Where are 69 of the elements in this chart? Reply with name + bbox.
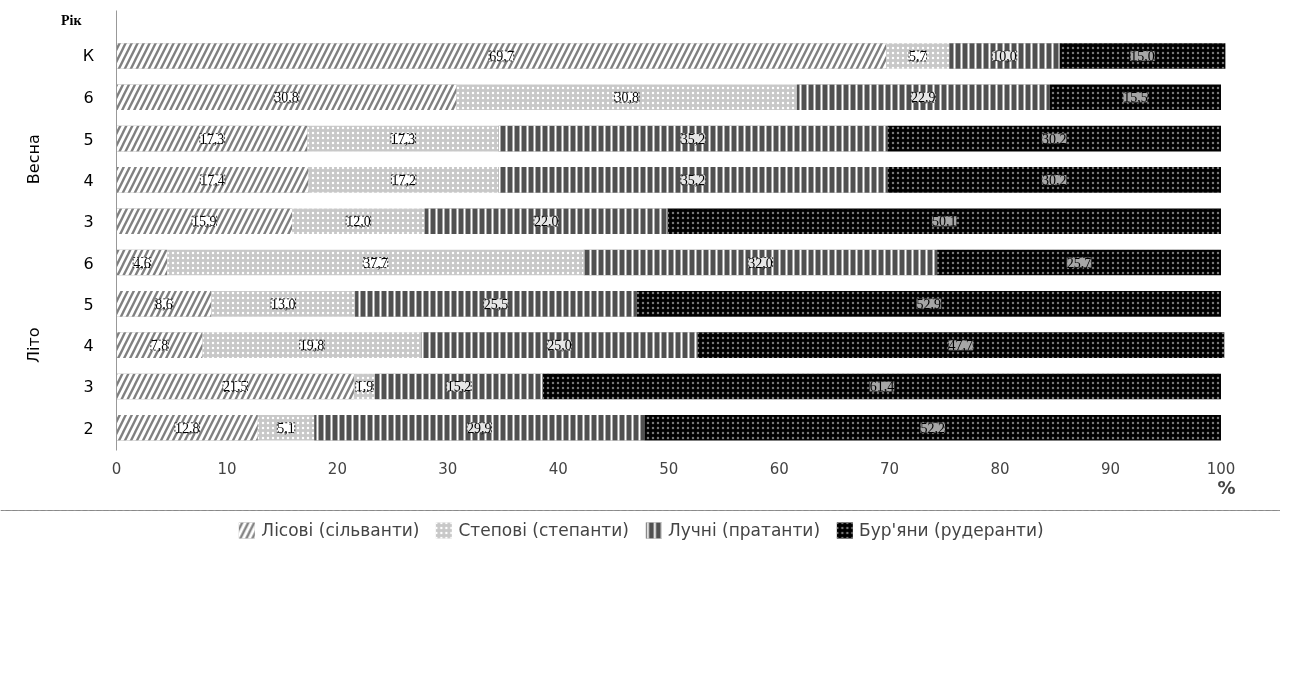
data-label: 30,2 (1041, 131, 1067, 147)
data-label: 30,8 (614, 90, 640, 106)
data-label: 10,0 (992, 48, 1017, 64)
data-label: 12,0 (346, 214, 371, 230)
x-tick-label: 60 (769, 459, 789, 478)
data-label: 52,2 (920, 420, 945, 436)
text: Літо (24, 327, 43, 363)
data-label: 1,9 (355, 379, 374, 395)
y-tick-label: 5 (83, 294, 94, 314)
data-label: 35,2 (680, 172, 706, 188)
data-label: 37,7 (363, 255, 388, 271)
x-tick-label: 0 (111, 459, 122, 478)
data-label: 50,1 (932, 214, 957, 230)
legend-label: Степові (степанти) (458, 520, 629, 540)
x-tick-label: 70 (880, 459, 900, 478)
data-label: 15,2 (446, 379, 472, 395)
y-tick-label: 4 (83, 170, 94, 190)
x-tick-label: 80 (990, 459, 1010, 478)
legend-label: Лучні (пратанти) (667, 520, 821, 540)
data-label: 17,3 (390, 131, 416, 147)
data-label: 69,7 (489, 48, 514, 64)
legend-label: Лісові (сільванти) (261, 520, 420, 540)
y-tick-label: 5 (83, 129, 94, 149)
data-label: 25,0 (547, 338, 572, 354)
x-axis-title: % (1217, 476, 1236, 498)
y-axis-title: Рік (61, 13, 83, 29)
data-label: 17,4 (200, 172, 225, 188)
data-label: 61,4 (869, 379, 895, 395)
x-tick-label: 50 (659, 459, 679, 478)
text: Весна (24, 134, 43, 185)
y-tick-label: 6 (83, 253, 94, 273)
legend-label: Бур'яни (рудеранти) (859, 520, 1044, 540)
data-label: 35,2 (680, 131, 706, 147)
data-label: 52,9 (916, 296, 942, 312)
data-label: 4,6 (133, 255, 151, 271)
data-label: 12,8 (174, 420, 200, 436)
x-tick-label: 100 (1206, 459, 1236, 478)
y-tick-label: 3 (83, 212, 94, 232)
data-label: 21,5 (222, 379, 248, 395)
x-tick-label: 30 (438, 459, 458, 478)
data-label: 7,8 (150, 338, 169, 354)
x-tick-label: 40 (548, 459, 568, 478)
data-label: 5,7 (909, 48, 927, 64)
x-tick-label: 90 (1100, 459, 1121, 478)
data-label: 15,9 (192, 214, 217, 230)
data-label: 47,7 (948, 338, 974, 354)
data-label: 15,5 (1123, 90, 1148, 106)
x-tick-label: 10 (217, 459, 237, 478)
data-label: 22,0 (533, 214, 559, 230)
data-label: 25,7 (1066, 255, 1092, 271)
data-label: 17,2 (391, 172, 416, 188)
data-label: 30,8 (274, 90, 299, 106)
data-label: 13,0 (271, 296, 296, 312)
y-tick-label: 2 (83, 418, 94, 438)
y-tick-label: 4 (83, 336, 94, 356)
data-label: 32,0 (748, 255, 773, 271)
x-tick-label: 20 (327, 459, 347, 478)
data-label: 30,2 (1041, 172, 1067, 188)
data-label: 25,5 (483, 296, 509, 312)
data-label: 8,6 (155, 296, 173, 312)
data-label: 29,9 (467, 420, 492, 436)
y-tick-label: 6 (83, 88, 94, 108)
y-tick-label: 3 (83, 377, 94, 397)
data-label: 5,1 (277, 420, 295, 436)
data-label: 17,3 (199, 131, 225, 147)
y-tick-label: К (82, 46, 95, 66)
data-label: 19,8 (299, 338, 325, 354)
data-label: 22,9 (911, 90, 936, 106)
data-label: 15,0 (1130, 48, 1155, 64)
